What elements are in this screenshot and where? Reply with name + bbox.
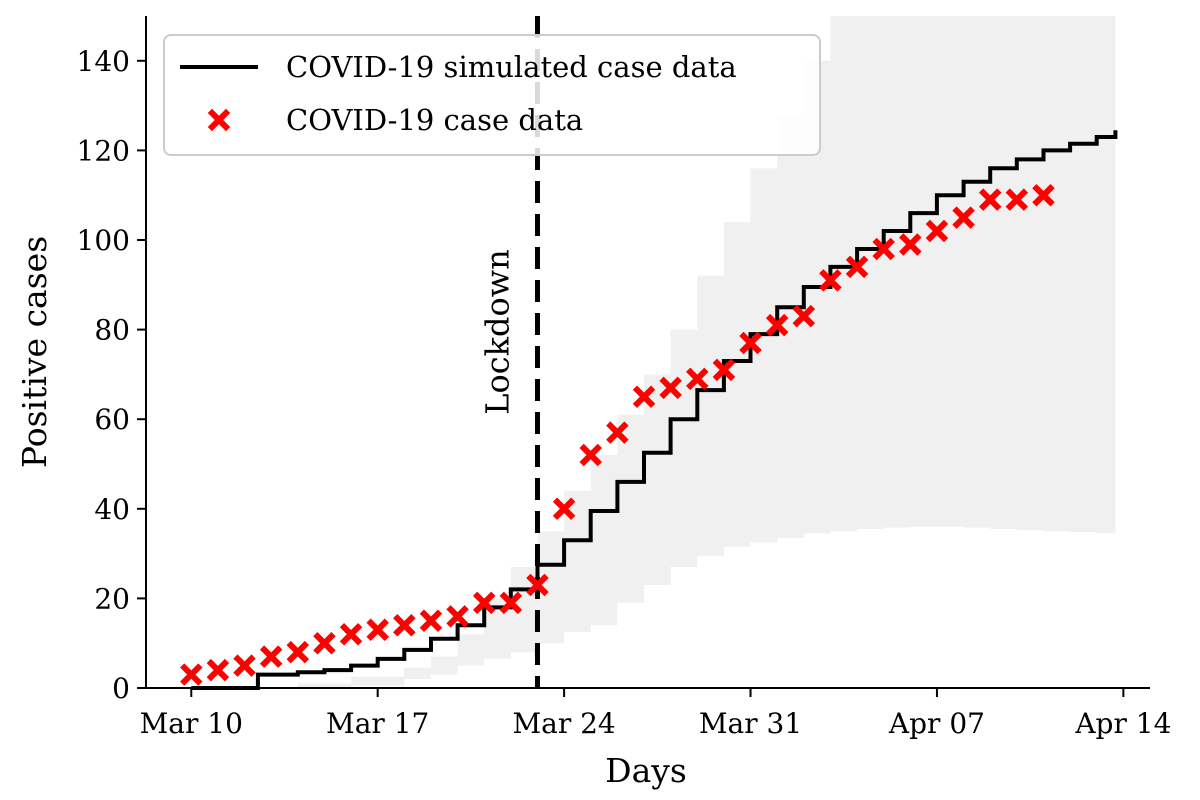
lockdown-label: Lockdown [479, 249, 517, 415]
legend-marker-swatch [207, 108, 231, 132]
y-tick-label: 100 [77, 224, 130, 257]
case-data-point [765, 313, 789, 337]
case-data-point [366, 618, 389, 642]
y-axis-title: Positive cases [15, 236, 54, 468]
case-data-point [259, 645, 283, 668]
case-data-point [1032, 183, 1055, 207]
case-data-point [792, 304, 816, 328]
x-tick-label: Mar 24 [512, 707, 615, 740]
legend-box [163, 34, 821, 156]
x-axis-title: Days [605, 751, 687, 790]
case-data-point [339, 622, 363, 646]
y-tick-label: 140 [77, 45, 130, 78]
x-tick-label: Apr 07 [888, 707, 985, 740]
x-tick-label: Mar 31 [699, 707, 802, 740]
y-tick-label: 120 [77, 134, 130, 167]
case-data-point [180, 663, 203, 686]
y-tick-label: 40 [94, 493, 130, 526]
case-data-point [606, 421, 629, 444]
uncertainty-band-layer [191, 16, 1116, 688]
uncertainty-band [191, 16, 1116, 688]
case-data-point [712, 358, 736, 382]
case-data-point [313, 631, 336, 655]
y-tick-label: 80 [94, 314, 130, 347]
y-tick-label: 60 [94, 403, 130, 436]
case-data-point [446, 605, 469, 628]
case-data-point [233, 654, 256, 677]
case-data-point [845, 255, 869, 279]
x-tick-label: Apr 14 [1074, 707, 1171, 740]
case-data-point [206, 658, 230, 682]
series-layer [180, 130, 1118, 690]
simulated-series-line [191, 130, 1118, 690]
case-data-point [739, 331, 762, 355]
legend-label-observed: COVID-19 case data [286, 103, 583, 137]
case-data-point [899, 233, 922, 256]
case-data-point [579, 443, 602, 467]
case-data-point [552, 497, 576, 521]
case-data-point [632, 385, 656, 409]
case-data-point [1005, 188, 1029, 211]
legend: COVID-19 simulated case data COVID-19 ca… [163, 34, 821, 156]
case-data-point [526, 573, 549, 597]
case-data-point [286, 640, 310, 664]
case-data-point [393, 614, 416, 637]
case-data-point [472, 591, 496, 615]
case-data-point [925, 219, 949, 243]
x-tick-label: Mar 10 [140, 707, 243, 740]
case-data-point [419, 609, 443, 633]
y-tick-label: 20 [94, 582, 130, 615]
case-data-point [499, 591, 523, 615]
case-data-point [819, 269, 842, 292]
axes: 0 20 40 60 80 100 120 140 Mar 10 Mar 17 Mar 24 Mar … [77, 16, 1171, 740]
case-data-point [952, 206, 975, 229]
case-data-point [872, 237, 895, 261]
case-data-point [686, 367, 709, 391]
case-data-point [659, 376, 682, 400]
x-tick-label: Mar 17 [326, 707, 429, 740]
case-data-point [978, 188, 1002, 211]
y-tick-label: 0 [112, 672, 130, 705]
legend-label-simulated: COVID-19 simulated case data [286, 50, 737, 84]
